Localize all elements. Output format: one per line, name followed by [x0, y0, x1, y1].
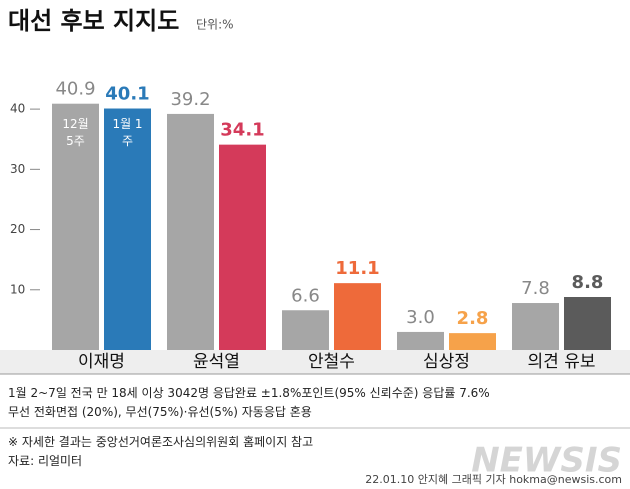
- chart-subtitle: 단위:%: [196, 18, 234, 32]
- bar: [52, 103, 99, 351]
- y-tick-label: 40: [10, 102, 25, 116]
- note: ※ 자세한 결과는 중앙선거여론조사심의위원회 홈페이지 참고: [8, 435, 314, 449]
- bar: [397, 331, 444, 350]
- value-label: 2.8: [457, 308, 489, 329]
- y-tick-label: 30: [10, 162, 25, 176]
- x-tick-label: 의견 유보: [528, 352, 596, 372]
- bar: [167, 113, 214, 350]
- x-tick-label: 이재명: [78, 352, 125, 372]
- value-label: 3.0: [406, 307, 435, 328]
- y-tick-label: 10: [10, 282, 25, 296]
- note: 자료: 리얼미터: [8, 454, 83, 468]
- value-label: 40.1: [105, 84, 149, 105]
- legend-label: 1월 1주: [112, 117, 143, 148]
- value-label: 34.1: [220, 120, 264, 141]
- value-label: 40.9: [55, 79, 95, 100]
- value-label: 8.8: [572, 272, 604, 293]
- value-label: 6.6: [291, 285, 320, 306]
- x-tick-label: 심상정: [423, 352, 470, 372]
- x-tick-label: 안철수: [308, 352, 355, 372]
- bar: [282, 310, 329, 350]
- bar: [219, 144, 266, 350]
- bar: [449, 333, 496, 350]
- value-label: 39.2: [170, 89, 210, 110]
- chart-title: 대선 후보 지지도: [8, 7, 179, 35]
- bar: [564, 297, 611, 350]
- bar: [104, 108, 151, 351]
- bar: [334, 283, 381, 350]
- y-tick-label: 20: [10, 222, 25, 236]
- brand: NEWSIS: [471, 441, 622, 481]
- note: 1월 2~7일 전국 만 18세 이상 3042명 응답완료 ±1.8%포인트(…: [8, 386, 490, 400]
- credit: 22.01.10 안지혜 그래픽 기자 hokma@newsis.com: [365, 473, 622, 486]
- legend-label: 12월 5주: [62, 117, 89, 148]
- bar: [512, 303, 559, 350]
- value-label: 7.8: [521, 278, 550, 299]
- note: 무선 전화면접 (20%), 무선(75%)·유선(5%) 자동응답 혼용: [8, 405, 312, 419]
- x-tick-label: 윤석열: [193, 352, 240, 372]
- value-label: 11.1: [335, 258, 379, 279]
- category-band: [0, 350, 630, 374]
